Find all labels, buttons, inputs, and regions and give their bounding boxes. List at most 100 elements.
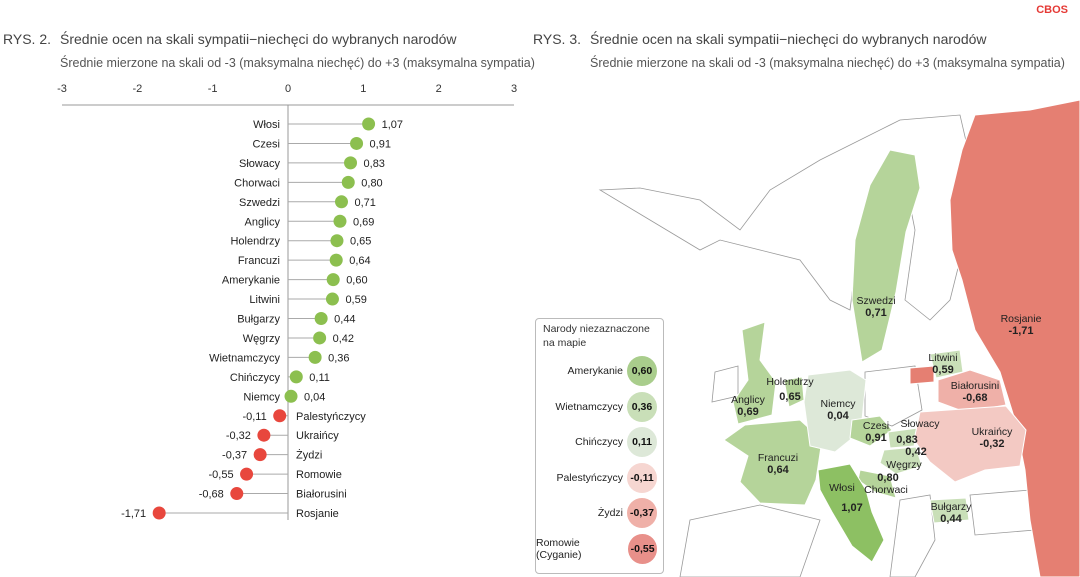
map-legend: Narody niezaznaczone na mapie Amerykanie… <box>535 318 664 574</box>
map-label-value: 0,83 <box>896 434 918 446</box>
map-sweden <box>851 149 921 363</box>
x-tick-label: 2 <box>436 83 442 95</box>
data-point <box>152 506 166 520</box>
map-label-wlosi: Włosi <box>829 482 855 494</box>
map-uk <box>732 321 777 425</box>
map-label-chorwaci: Chorwaci <box>864 484 908 496</box>
map-norway-finland <box>598 114 976 321</box>
data-point <box>333 214 347 228</box>
map-label-wegrzy-value: 0,42 <box>905 446 926 458</box>
map-label-name: Francuzi <box>757 452 799 464</box>
map-label-name: Rosjanie <box>1000 313 1042 325</box>
category-label: Palestyńczycy <box>296 411 366 423</box>
map-label-anglicy: Anglicy 0,69 <box>731 394 765 418</box>
value-label: 1,07 <box>382 119 403 131</box>
map-label-slowacy-value: 0,83 <box>896 434 917 446</box>
x-tick-label: -2 <box>132 83 142 95</box>
category-label: Szwedzi <box>239 197 280 209</box>
map-label-name: Węgrzy <box>886 459 922 471</box>
value-label: 0,44 <box>334 314 355 326</box>
legend-item-name: Amerykanie <box>567 365 623 377</box>
category-label: Czesi <box>252 138 280 150</box>
map-label-name: Litwini <box>928 352 958 364</box>
map-label-name: Chorwaci <box>864 484 908 496</box>
category-label: Amerykanie <box>222 275 280 287</box>
data-point <box>230 487 244 501</box>
map-label-ukraincy: Ukraińcy -0,32 <box>972 426 1013 450</box>
data-point <box>240 467 254 481</box>
map-poland <box>864 365 923 427</box>
map-ukraine <box>913 405 1027 483</box>
data-point <box>325 292 339 306</box>
map-label-name: Anglicy <box>731 394 765 406</box>
map-label-niemcy: Niemcy 0,04 <box>820 398 855 422</box>
map-label-wegrzy: Węgrzy <box>886 459 922 471</box>
value-label: -0,55 <box>208 469 233 481</box>
map-label-francuzi: Francuzi 0,64 <box>758 452 798 476</box>
value-label: -0,68 <box>199 489 224 501</box>
map-label-czesi: Czesi 0,91 <box>863 420 889 444</box>
map-hungary <box>879 446 923 475</box>
value-label: 0,69 <box>353 216 374 228</box>
map-label-wlosi-value: 1,07 <box>841 502 862 514</box>
legend-item: Żydzi -0,37 <box>598 498 657 528</box>
value-label: 0,60 <box>346 275 367 287</box>
value-label: 0,64 <box>349 255 370 267</box>
category-label: Węgrzy <box>243 333 281 345</box>
map-label-value: 0,59 <box>932 364 954 376</box>
map-label-name: Białorusini <box>950 380 1000 392</box>
legend-item-value: -0,11 <box>627 462 657 493</box>
fig3-subtitle: Średnie mierzone na skali od -3 (maksyma… <box>590 56 1065 70</box>
category-label: Chorwaci <box>234 177 280 189</box>
map-label-bialorusini: Białorusini -0,68 <box>951 380 999 404</box>
map-label-szwedzi: Szwedzi 0,71 <box>856 295 895 319</box>
map-label-slowacy: Słowacy <box>900 418 939 430</box>
value-label: 0,91 <box>370 138 391 150</box>
map-slovakia <box>887 427 919 449</box>
map-label-value: 0,65 <box>779 391 801 403</box>
data-point <box>314 312 328 325</box>
map-label-value: 1,07 <box>841 502 863 514</box>
legend-item-name: Palestyńczycy <box>556 471 623 484</box>
cbos-logo: CBOS <box>1036 4 1068 16</box>
map-label-name: Słowacy <box>900 418 940 430</box>
category-label: Niemcy <box>243 391 280 403</box>
value-label: 0,36 <box>328 352 349 364</box>
category-label: Włosi <box>253 119 280 131</box>
legend-item-name: Żydzi <box>597 507 623 519</box>
data-point <box>308 350 322 364</box>
map-label-rosjanie: Rosjanie -1,71 <box>1001 313 1042 337</box>
category-label: Anglicy <box>245 216 281 228</box>
map-label-value: -1,71 <box>1008 325 1034 337</box>
value-label: 0,83 <box>364 158 385 170</box>
map-label-name: Holendrzy <box>766 376 814 388</box>
map-czechia <box>849 415 893 447</box>
fig3-title: Średnie ocen na skali sympatii−niechęci … <box>590 31 987 47</box>
category-label: Bułgarzy <box>237 314 280 326</box>
value-label: 0,80 <box>361 177 382 189</box>
map-label-value: 0,04 <box>827 410 849 422</box>
value-label: 0,59 <box>345 294 366 306</box>
category-label: Ukraińcy <box>296 430 339 442</box>
value-label: -0,11 <box>242 411 266 423</box>
value-label: -0,37 <box>222 450 247 462</box>
data-point <box>273 409 287 423</box>
data-point <box>326 273 340 287</box>
map-label-value: 0,69 <box>737 406 759 418</box>
category-label: Żydzi <box>296 449 322 462</box>
data-point <box>313 331 327 345</box>
x-tick-label: 3 <box>511 83 517 95</box>
value-label: 0,65 <box>350 236 371 248</box>
dot-chart: -3 -2 -1 0 1 2 3 Włosi 1,07 Czesi 0,91 Słowacy 0,83 C… <box>57 83 517 520</box>
data-point <box>341 175 355 189</box>
data-point <box>289 370 303 384</box>
category-label: Wietnamczycy <box>209 352 280 364</box>
data-point <box>257 428 271 442</box>
legend-item: Palestyńczycy -0,11 <box>556 462 657 493</box>
category-label: Słowacy <box>239 158 280 170</box>
legend-item-value: 0,36 <box>627 391 657 422</box>
map-label-name: Włosi <box>829 482 855 494</box>
category-label: Litwini <box>249 294 280 306</box>
map-label-name: Niemcy <box>820 398 856 410</box>
